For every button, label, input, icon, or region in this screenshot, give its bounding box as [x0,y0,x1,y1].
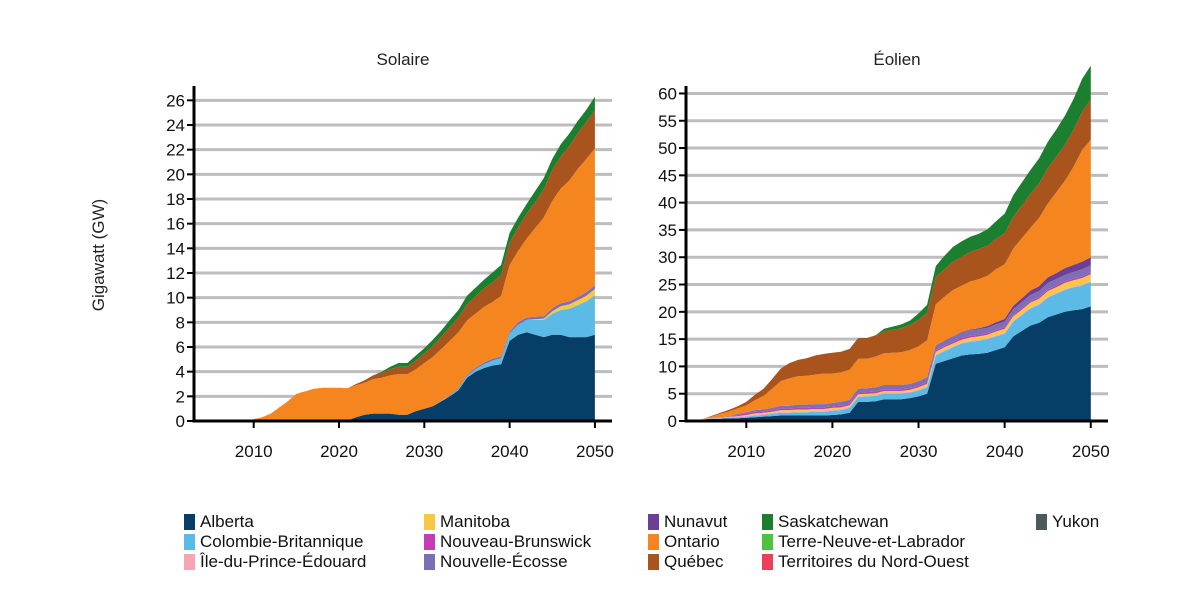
legend-item: Yukon [1036,512,1099,532]
y-tick-label: 15 [658,330,677,349]
x-tick-label: 2010 [235,442,273,461]
area-ontario [694,139,1091,421]
y-tick-label: 8 [176,313,185,332]
panel-title: Éolien [873,50,920,69]
x-tick-label: 2040 [986,442,1024,461]
legend-swatch [424,554,435,570]
legend-label: Saskatchewan [778,512,889,531]
legend-item: Ontario [648,532,720,552]
x-tick-label: 2050 [576,442,614,461]
legend-item: Île-du-Prince-Édouard [184,552,366,572]
y-tick-label: 6 [176,338,185,357]
y-tick-label: 4 [176,363,185,382]
legend-label: Île-du-Prince-Édouard [200,552,367,571]
x-tick-label: 2020 [320,442,358,461]
y-tick-label: 26 [166,91,185,110]
y-tick-label: 12 [166,264,185,283]
legend-label: Colombie-Britannique [200,532,364,551]
y-tick-label: 55 [658,112,677,131]
y-tick-label: 16 [166,215,185,234]
y-tick-label: 50 [658,139,677,158]
legend-swatch [184,534,195,550]
y-tick-label: 20 [658,303,677,322]
area-manitoba [694,274,1091,421]
x-tick-label: 2030 [900,442,938,461]
series-areas [694,65,1091,421]
legend-label: Nouveau-Brunswick [440,532,592,551]
y-tick-label: 0 [668,412,677,431]
legend-item: Saskatchewan [762,512,889,532]
legend-label: Alberta [200,512,254,531]
legend-item: Colombie-Britannique [184,532,363,552]
area-alberta [694,306,1091,421]
legend: Alberta Colombie-Britannique Île-du-Prince… [184,512,1144,582]
panel-2: Éolien 0 5 10 15 20 25 30 35 40 45 50 55 60 2010 2020 20… [658,50,1110,461]
legend-label: Nouvelle-Écosse [440,552,568,571]
y-tick-label: 24 [166,116,185,135]
y-tick-label: 10 [658,357,677,376]
legend-item: Nunavut [648,512,727,532]
series-areas [202,96,595,421]
legend-swatch [648,534,659,550]
area-ontario [202,148,595,421]
legend-swatch [184,554,195,570]
legend-swatch [184,514,195,530]
legend-item: Territoires du Nord-Ouest [762,552,969,572]
x-tick-label: 2030 [405,442,443,461]
legend-swatch [424,534,435,550]
legend-label: Manitoba [440,512,510,531]
legend-label: Yukon [1052,512,1100,531]
x-tick-label: 2010 [727,442,765,461]
legend-item: Nouveau-Brunswick [424,532,591,552]
x-tick-label: 2050 [1072,442,1110,461]
x-tick-label: 2020 [813,442,851,461]
y-tick-label: 18 [166,190,185,209]
y-tick-label: 5 [668,385,677,404]
y-tick-label: 60 [658,84,677,103]
legend-label: Québec [664,552,724,571]
legend-swatch [762,534,773,550]
legend-label: Terre-Neuve-et-Labrador [778,532,966,551]
legend-item: Alberta [184,512,254,532]
y-tick-label: 0 [176,412,185,431]
legend-label: Nunavut [664,512,728,531]
y-tick-label: 22 [166,141,185,160]
legend-swatch [424,514,435,530]
legend-swatch [648,514,659,530]
area-alberta [202,332,595,421]
legend-label: Territoires du Nord-Ouest [778,552,969,571]
y-tick-label: 14 [166,239,185,258]
legend-item: Québec [648,552,724,572]
y-axis-label: Gigawatt (GW) [89,199,108,311]
y-tick-label: 45 [658,166,677,185]
y-tick-label: 2 [176,387,185,406]
stacked-area-chart: Gigawatt (GW) Solaire0246810121416182022… [89,50,1110,461]
y-tick-label: 40 [658,194,677,213]
legend-swatch [762,514,773,530]
legend-label: Ontario [664,532,720,551]
y-tick-label: 20 [166,165,185,184]
y-tick-label: 30 [658,248,677,267]
legend-item: Terre-Neuve-et-Labrador [762,532,965,552]
y-tick-label: 35 [658,221,677,240]
y-tick-label: 25 [658,276,677,295]
legend-swatch [1036,514,1047,530]
x-tick-label: 2040 [491,442,529,461]
panel-title: Solaire [377,50,430,69]
y-tick-label: 10 [166,289,185,308]
legend-item: Nouvelle-Écosse [424,552,568,572]
legend-item: Manitoba [424,512,510,532]
legend-swatch [648,554,659,570]
area-ile-du-prince-edouard [694,280,1091,421]
legend-swatch [762,554,773,570]
